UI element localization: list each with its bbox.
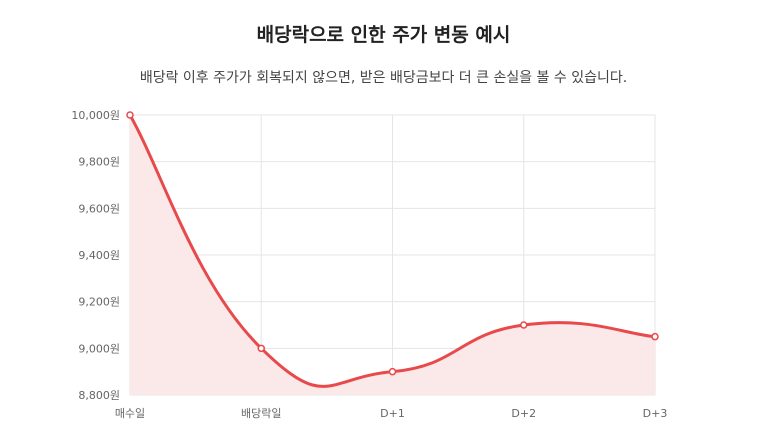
data-point <box>388 367 397 376</box>
y-tick-label: 9,400원 <box>78 249 120 262</box>
series-line <box>128 113 657 388</box>
data-point <box>651 332 659 341</box>
y-tick-label: 9,000원 <box>78 342 120 355</box>
x-axis: 매수일 배당락일 D+1 D+2 D+3 <box>115 406 668 420</box>
x-tick-label: D+1 <box>380 407 405 420</box>
y-tick-label: 10,000원 <box>71 109 120 122</box>
x-tick-label: 배당락일 <box>241 406 281 420</box>
x-tick-label: D+3 <box>643 407 668 420</box>
data-point <box>520 321 528 329</box>
y-tick-label: 8,800원 <box>78 389 120 402</box>
x-tick-label: D+2 <box>511 407 536 420</box>
y-tick-label: 9,600원 <box>78 202 120 215</box>
point-layer <box>126 111 659 376</box>
chart-title: 배당락으로 인한 주가 변동 예시 <box>256 24 511 46</box>
data-point <box>126 111 134 119</box>
y-axis: 8,800원 9,000원 9,200원 9,400원 9,600원 9,800원 10,0… <box>71 109 120 402</box>
chart-subtitle: 배당락 이후 주가가 회복되지 않으면, 받은 배당금보다 더 큰 손실을 볼 … <box>139 70 628 86</box>
y-tick-label: 9,800원 <box>78 156 120 169</box>
x-tick-label: 매수일 <box>115 406 145 420</box>
line-layer <box>128 113 657 388</box>
data-point <box>257 344 265 353</box>
y-tick-label: 9,200원 <box>78 296 120 309</box>
